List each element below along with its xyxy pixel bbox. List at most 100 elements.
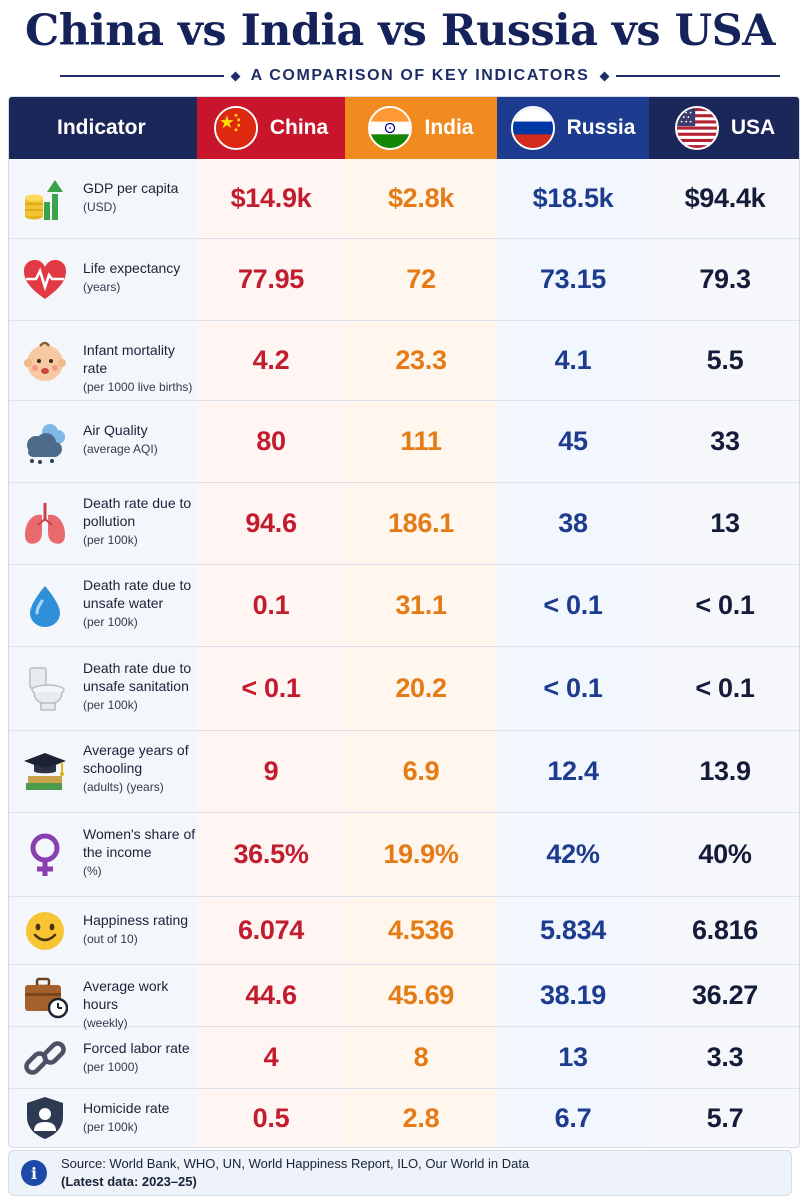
value-usa: 3.3: [706, 1042, 744, 1072]
row-unit: (weekly): [83, 1016, 128, 1030]
table-row: Forced labor rate (per 1000) 4 8 13 3.3: [9, 1027, 799, 1089]
diamond-icon: [230, 71, 241, 81]
russia-flag-icon: [510, 106, 555, 150]
row-label: Happiness rating (out of 10): [83, 911, 197, 948]
india-column-bg: [345, 97, 497, 1147]
value-china: 36.5%: [233, 839, 309, 869]
value-india: 19.9%: [383, 839, 459, 869]
subtitle-bar: A COMPARISON OF KEY INDICATORS: [60, 64, 780, 88]
value-russia: 4.1: [554, 345, 592, 375]
value-usa: 33: [710, 426, 740, 456]
row-unit: (USD): [83, 200, 117, 214]
header-india: India: [345, 97, 497, 159]
footer-text: Source: World Bank, WHO, UN, World Happi…: [61, 1155, 529, 1191]
value-usa: < 0.1: [695, 673, 755, 703]
table-row: Happiness rating (out of 10) 6.074 4.536…: [9, 897, 799, 965]
value-india: 31.1: [395, 590, 447, 620]
table-row: Death rate due to pollution (per 100k) 9…: [9, 483, 799, 565]
water-drop-icon: [21, 582, 69, 630]
row-label: Infant mortality rate (per 1000 live bir…: [83, 341, 197, 396]
table-row: Life expectancy (years) 77.95 72 73.15 7…: [9, 239, 799, 321]
value-russia: 45: [558, 426, 588, 456]
value-russia: 13: [558, 1042, 588, 1072]
value-usa: < 0.1: [695, 590, 755, 620]
value-usa: 13: [710, 508, 740, 538]
divider: [60, 75, 224, 77]
table-row: GDP per capita (USD) $14.9k $2.8k $18.5k…: [9, 159, 799, 239]
value-russia: 73.15: [539, 264, 607, 294]
row-label: Death rate due to unsafe water (per 100k…: [83, 576, 197, 631]
russia-column-bg: [497, 97, 649, 1147]
row-label: GDP per capita (USD): [83, 179, 197, 216]
value-india: 6.9: [402, 756, 440, 786]
value-russia: < 0.1: [543, 590, 603, 620]
shield-person-icon: [21, 1094, 69, 1142]
row-label: Air Quality (average AQI): [83, 421, 197, 458]
row-unit: (adults) (years): [83, 780, 164, 794]
value-usa: $94.4k: [684, 183, 766, 213]
table-row: Air Quality (average AQI) 80 111 45 33: [9, 401, 799, 483]
row-label: Women's share of the income (%): [83, 825, 197, 880]
value-india: 8: [413, 1042, 429, 1072]
value-usa: 6.816: [691, 915, 759, 945]
header-usa: USA: [649, 97, 799, 159]
value-china: 77.95: [237, 264, 305, 294]
row-label: Homicide rate (per 100k): [83, 1099, 197, 1136]
value-russia: 42%: [546, 839, 600, 869]
row-label-text: GDP per capita: [83, 180, 179, 196]
china-flag-icon: [213, 106, 258, 150]
value-india: 2.8: [402, 1102, 440, 1133]
china-column-bg: [197, 97, 345, 1147]
latest-data-text: (Latest data: 2023–25): [61, 1174, 197, 1189]
value-china: 9: [263, 756, 279, 786]
divider: [616, 75, 780, 77]
row-unit: (years): [83, 280, 121, 294]
briefcase-clock-icon: [21, 972, 69, 1020]
source-footer: i Source: World Bank, WHO, UN, World Hap…: [8, 1150, 792, 1196]
usa-flag-icon: [674, 106, 719, 150]
row-label-text: Death rate due to unsafe sanitation: [83, 660, 192, 694]
value-russia: 38: [558, 508, 588, 538]
diamond-icon: [599, 71, 610, 81]
page-subtitle: A COMPARISON OF KEY INDICATORS: [250, 67, 590, 84]
value-india: 4.536: [387, 915, 455, 945]
row-unit: (%): [83, 864, 102, 878]
smiley-icon: [21, 907, 69, 955]
row-label: Death rate due to pollution (per 100k): [83, 494, 197, 549]
row-label-text: Death rate due to unsafe water: [83, 577, 192, 611]
value-usa: 13.9: [699, 756, 751, 786]
row-label: Forced labor rate (per 1000): [83, 1039, 197, 1076]
comparison-table: Indicator China India Russia USA: [8, 96, 800, 1148]
value-china: 94.6: [245, 508, 297, 538]
baby-icon: [21, 337, 69, 385]
row-unit: (per 100k): [83, 615, 138, 629]
value-usa: 79.3: [699, 264, 751, 294]
header-indicator: Indicator: [9, 97, 197, 159]
value-russia: < 0.1: [543, 673, 603, 703]
row-unit: (per 1000 live births): [83, 380, 193, 394]
header-russia: Russia: [497, 97, 649, 159]
table-row: Death rate due to unsafe water (per 100k…: [9, 565, 799, 647]
value-russia: 12.4: [547, 756, 599, 786]
row-unit: (per 1000): [83, 1060, 139, 1074]
row-label-text: Forced labor rate: [83, 1040, 190, 1056]
usa-column-bg: [649, 97, 799, 1147]
table-row: Infant mortality rate (per 1000 live bir…: [9, 321, 799, 401]
row-unit: (per 100k): [83, 698, 138, 712]
info-icon: i: [21, 1160, 47, 1186]
value-usa: 40%: [698, 839, 752, 869]
value-russia: 5.834: [539, 915, 607, 945]
value-china: 6.074: [237, 915, 305, 945]
lungs-icon: [21, 500, 69, 548]
row-unit: (per 100k): [83, 533, 138, 547]
value-india: 45.69: [387, 980, 455, 1010]
heart-pulse-icon: [21, 256, 69, 304]
value-usa: 5.5: [706, 345, 744, 375]
toilet-icon: [21, 665, 69, 713]
header-india-label: India: [424, 116, 474, 139]
value-india: 20.2: [395, 673, 447, 703]
table-header: Indicator China India Russia USA: [9, 97, 799, 159]
female-symbol-icon: [21, 831, 69, 879]
row-label: Average years of schooling (adults) (yea…: [83, 741, 197, 796]
value-china: 0.1: [252, 590, 290, 620]
